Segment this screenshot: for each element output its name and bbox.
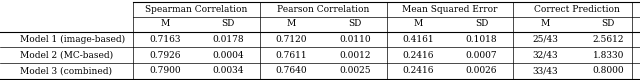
Text: 0.0004: 0.0004 <box>212 50 244 60</box>
Text: Model 2 (MC-based): Model 2 (MC-based) <box>20 50 113 60</box>
Text: 25/43: 25/43 <box>532 35 558 44</box>
Text: 0.7611: 0.7611 <box>276 50 307 60</box>
Text: Model 3 (combined): Model 3 (combined) <box>20 66 112 75</box>
Text: SD: SD <box>602 20 615 28</box>
Text: M: M <box>287 20 296 28</box>
Text: 0.2416: 0.2416 <box>403 50 434 60</box>
Text: M: M <box>160 20 170 28</box>
Text: 0.7900: 0.7900 <box>149 66 180 75</box>
Text: Model 1 (image-based): Model 1 (image-based) <box>20 35 125 44</box>
Text: 0.7640: 0.7640 <box>276 66 307 75</box>
Text: 0.0007: 0.0007 <box>466 50 497 60</box>
Text: 0.7120: 0.7120 <box>276 35 307 44</box>
Text: 33/43: 33/43 <box>532 66 558 75</box>
Text: 0.0110: 0.0110 <box>339 35 371 44</box>
Text: 32/43: 32/43 <box>532 50 558 60</box>
Text: 0.1018: 0.1018 <box>466 35 497 44</box>
Text: 1.8330: 1.8330 <box>593 50 624 60</box>
Text: Correct Prediction: Correct Prediction <box>534 4 620 14</box>
Text: 0.0012: 0.0012 <box>339 50 371 60</box>
Text: 0.0026: 0.0026 <box>466 66 497 75</box>
Text: Spearman Correlation: Spearman Correlation <box>145 4 248 14</box>
Text: SD: SD <box>348 20 362 28</box>
Text: SD: SD <box>221 20 235 28</box>
Text: Mean Squared Error: Mean Squared Error <box>402 4 498 14</box>
Text: 0.0178: 0.0178 <box>212 35 244 44</box>
Text: 0.4161: 0.4161 <box>403 35 434 44</box>
Text: SD: SD <box>475 20 488 28</box>
Text: 0.7163: 0.7163 <box>149 35 180 44</box>
Text: 2.5612: 2.5612 <box>593 35 624 44</box>
Text: 0.0034: 0.0034 <box>212 66 244 75</box>
Text: 0.7926: 0.7926 <box>149 50 180 60</box>
Text: 0.8000: 0.8000 <box>593 66 624 75</box>
Text: M: M <box>540 20 550 28</box>
Text: Pearson Correlation: Pearson Correlation <box>277 4 369 14</box>
Text: 0.2416: 0.2416 <box>403 66 434 75</box>
Text: M: M <box>413 20 423 28</box>
Text: 0.0025: 0.0025 <box>339 66 371 75</box>
